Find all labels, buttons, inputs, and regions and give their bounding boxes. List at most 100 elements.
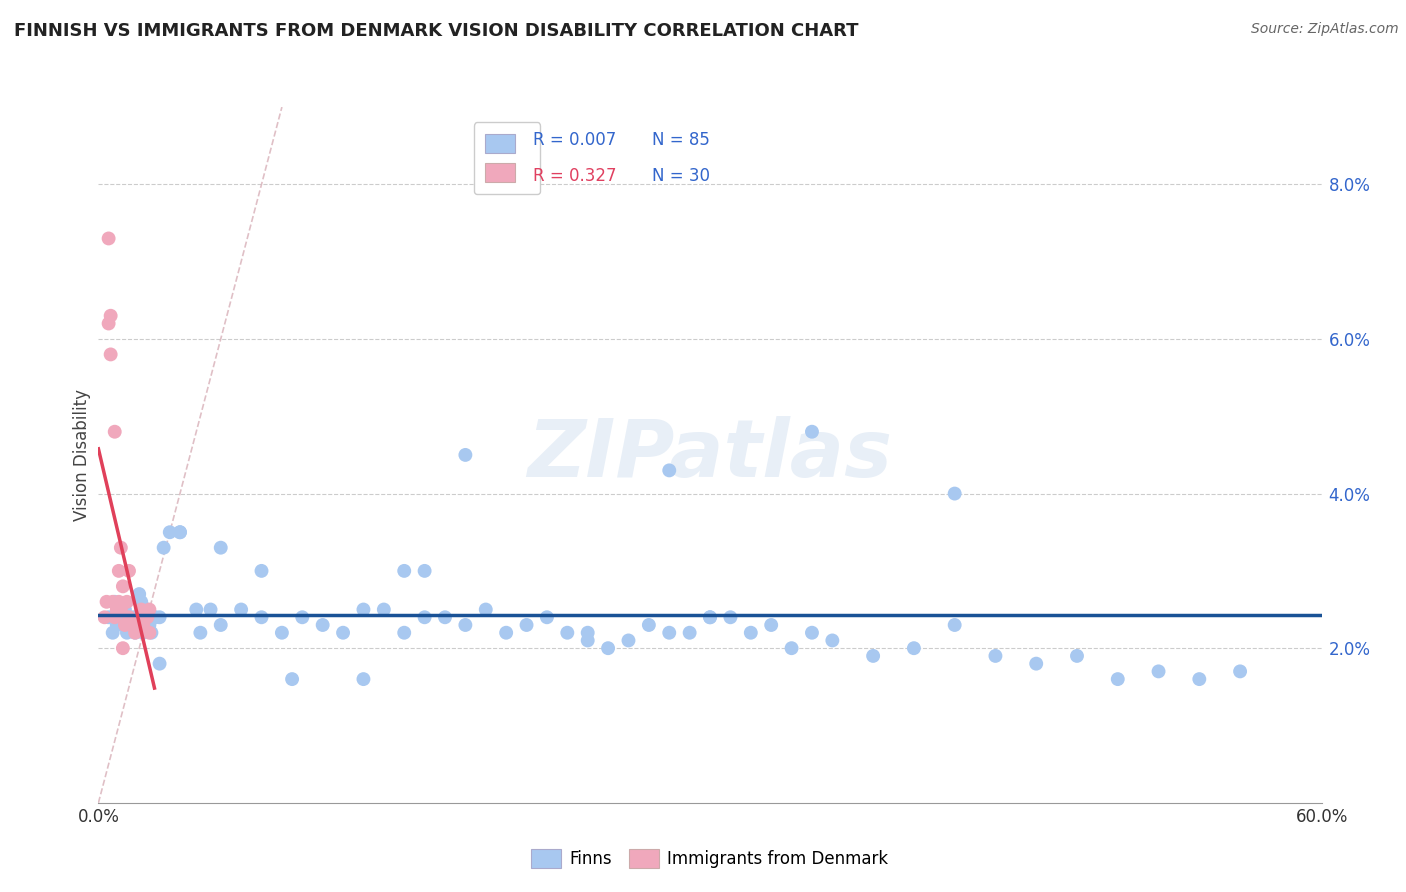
- Point: [658, 463, 681, 477]
- Point: [110, 602, 132, 616]
- Text: R = 0.327: R = 0.327: [533, 167, 616, 186]
- Text: ZIPatlas: ZIPatlas: [527, 416, 893, 494]
- Point: [138, 602, 160, 616]
- Point: [124, 625, 146, 640]
- Point: [115, 595, 138, 609]
- Point: [145, 610, 167, 624]
- Point: [149, 610, 172, 624]
- Point: [1188, 672, 1211, 686]
- Point: [679, 625, 702, 640]
- Point: [984, 648, 1007, 663]
- Point: [97, 231, 120, 245]
- Point: [740, 625, 762, 640]
- Point: [291, 610, 314, 624]
- Point: [136, 610, 159, 624]
- Point: [100, 309, 122, 323]
- Point: [97, 317, 120, 331]
- Point: [413, 564, 436, 578]
- Point: [780, 641, 803, 656]
- Point: [129, 595, 152, 609]
- Point: [943, 618, 966, 632]
- Point: [718, 610, 742, 624]
- Point: [118, 564, 141, 578]
- Point: [1229, 665, 1251, 679]
- Point: [129, 602, 152, 616]
- Point: [114, 618, 136, 632]
- Point: [352, 672, 374, 686]
- Point: [120, 618, 142, 632]
- Point: [101, 595, 124, 609]
- Point: [1025, 657, 1047, 671]
- Point: [118, 610, 141, 624]
- Point: [114, 602, 136, 616]
- Point: [617, 633, 640, 648]
- Point: [658, 625, 681, 640]
- Point: [270, 625, 294, 640]
- Point: [110, 541, 132, 555]
- Point: [495, 625, 517, 640]
- Point: [124, 618, 146, 632]
- Point: [250, 610, 273, 624]
- Point: [97, 610, 120, 624]
- Point: [373, 602, 395, 616]
- Point: [108, 595, 131, 609]
- Point: [134, 610, 156, 624]
- Point: [186, 602, 208, 616]
- Point: [413, 610, 436, 624]
- Point: [149, 657, 172, 671]
- Point: [134, 610, 156, 624]
- Point: [136, 602, 159, 616]
- Point: [122, 610, 145, 624]
- Point: [598, 641, 620, 656]
- Y-axis label: Vision Disability: Vision Disability: [73, 389, 91, 521]
- Point: [352, 602, 374, 616]
- Point: [96, 595, 118, 609]
- Point: [761, 618, 783, 632]
- Point: [555, 625, 579, 640]
- Point: [454, 448, 477, 462]
- Point: [105, 602, 128, 616]
- Point: [100, 347, 122, 361]
- Point: [110, 602, 132, 616]
- Point: [576, 625, 599, 640]
- Point: [821, 633, 844, 648]
- Point: [104, 425, 127, 439]
- Point: [118, 610, 141, 624]
- Point: [93, 610, 115, 624]
- Point: [576, 633, 599, 648]
- Point: [699, 610, 721, 624]
- Point: [111, 579, 134, 593]
- Point: [454, 618, 477, 632]
- Point: [127, 610, 149, 624]
- Point: [699, 610, 721, 624]
- Point: [111, 618, 134, 632]
- Point: [516, 618, 538, 632]
- Point: [138, 618, 160, 632]
- Point: [332, 625, 354, 640]
- Point: [1066, 648, 1088, 663]
- Text: N = 30: N = 30: [652, 167, 710, 186]
- Point: [115, 625, 138, 640]
- Point: [1147, 665, 1170, 679]
- Point: [200, 602, 222, 616]
- Point: [209, 618, 232, 632]
- Point: [104, 595, 127, 609]
- Point: [120, 618, 142, 632]
- Point: [862, 648, 884, 663]
- Text: R = 0.007: R = 0.007: [533, 131, 616, 149]
- Point: [128, 618, 150, 632]
- Point: [111, 641, 134, 656]
- Point: [159, 525, 181, 540]
- Point: [637, 618, 661, 632]
- Point: [1107, 672, 1129, 686]
- Point: [132, 618, 155, 632]
- Legend: Finns, Immigrants from Denmark: Finns, Immigrants from Denmark: [524, 842, 896, 874]
- Point: [132, 625, 155, 640]
- Point: [250, 564, 273, 578]
- Point: [392, 625, 416, 640]
- Point: [943, 486, 966, 500]
- Point: [312, 618, 335, 632]
- Point: [138, 625, 160, 640]
- Point: [903, 641, 925, 656]
- Point: [188, 625, 212, 640]
